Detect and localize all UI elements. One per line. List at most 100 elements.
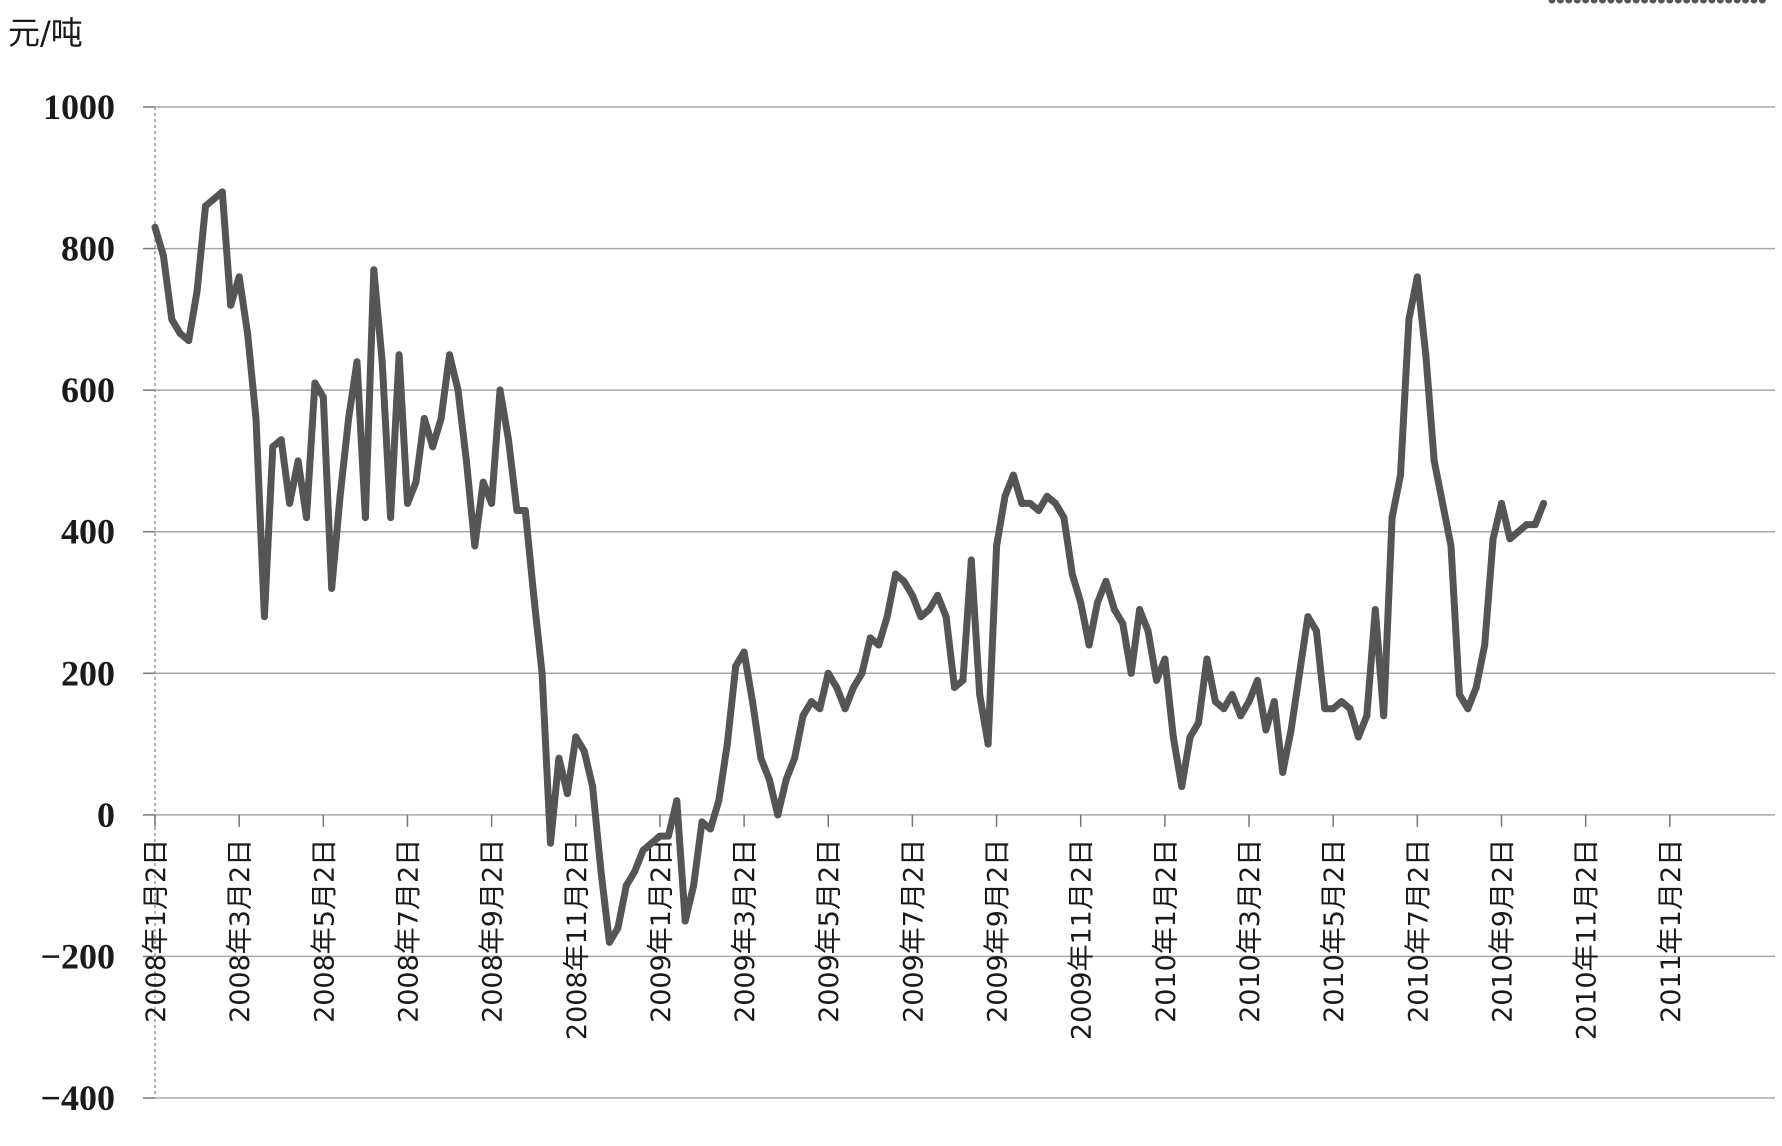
data-point — [159, 252, 167, 260]
data-point — [227, 301, 235, 309]
data-point — [1422, 351, 1430, 359]
data-point — [277, 436, 285, 444]
data-point — [841, 705, 849, 713]
data-point — [749, 698, 757, 706]
data-point — [235, 273, 243, 281]
data-point — [1447, 542, 1455, 550]
data-point — [799, 712, 807, 720]
data-point — [866, 634, 874, 642]
data-point — [1321, 705, 1329, 713]
data-point — [193, 287, 201, 295]
data-point — [1691, 0, 1699, 4]
data-point — [648, 839, 656, 847]
data-point — [260, 613, 268, 621]
data-point — [1657, 0, 1665, 4]
data-point — [1009, 471, 1017, 479]
data-point — [1506, 535, 1514, 543]
data-point — [1397, 471, 1405, 479]
y-tick-label-0: 1000 — [43, 87, 115, 127]
data-point — [942, 613, 950, 621]
data-point — [1245, 698, 1253, 706]
data-point — [513, 506, 521, 514]
data-point — [580, 747, 588, 755]
data-point — [176, 330, 184, 338]
data-point — [168, 315, 176, 323]
data-point — [605, 938, 613, 946]
data-point — [1262, 726, 1270, 734]
x-tick-label-0: 2008年1月2日 — [141, 839, 172, 1023]
data-point — [1439, 499, 1447, 507]
data-point — [715, 797, 723, 805]
y-tick-label-6: −200 — [40, 936, 115, 976]
data-point — [967, 556, 975, 564]
data-point — [698, 818, 706, 826]
data-point — [1683, 0, 1691, 4]
data-point — [504, 436, 512, 444]
data-point — [673, 797, 681, 805]
data-point — [521, 506, 529, 514]
data-point — [1750, 0, 1758, 4]
data-point — [1674, 0, 1682, 4]
data-point — [1582, 0, 1590, 4]
data-point — [614, 924, 622, 932]
data-point — [1632, 0, 1640, 4]
data-point — [589, 783, 597, 791]
data-point — [446, 351, 454, 359]
data-point — [345, 414, 353, 422]
x-tick-label-4: 2008年9月2日 — [478, 839, 509, 1023]
data-point — [1598, 0, 1606, 4]
data-point — [1708, 0, 1716, 4]
data-point — [1540, 499, 1548, 507]
data-point — [1220, 705, 1228, 713]
x-tick-label-15: 2010年7月2日 — [1403, 839, 1434, 1023]
x-tick-label-17: 2010年11月2日 — [1572, 839, 1603, 1040]
data-point — [959, 676, 967, 684]
data-point — [1380, 712, 1388, 720]
data-point — [1531, 521, 1539, 529]
data-point — [1565, 0, 1573, 4]
data-point — [1085, 641, 1093, 649]
data-point — [1296, 669, 1304, 677]
x-tick-label-12: 2010年1月2日 — [1151, 839, 1182, 1023]
data-point — [1371, 606, 1379, 614]
data-point — [1388, 514, 1396, 522]
data-point — [311, 379, 319, 387]
data-point — [244, 330, 252, 338]
data-point — [892, 570, 900, 578]
data-point — [824, 669, 832, 677]
x-tick-label-3: 2008年7月2日 — [393, 839, 424, 1023]
data-point — [454, 386, 462, 394]
data-point — [1472, 683, 1480, 691]
data-point — [387, 514, 395, 522]
data-point — [1228, 691, 1236, 699]
data-point — [1068, 570, 1076, 578]
data-point — [319, 393, 327, 401]
data-point — [269, 443, 277, 451]
data-point — [1758, 0, 1766, 4]
series-line-0 — [151, 188, 1548, 946]
data-point — [1152, 676, 1160, 684]
data-point — [732, 662, 740, 670]
data-point — [934, 591, 942, 599]
data-point — [1237, 712, 1245, 720]
x-tick-label-5: 2008年11月2日 — [562, 839, 593, 1040]
data-point — [1035, 506, 1043, 514]
x-tick-label-18: 2011年1月2日 — [1656, 839, 1687, 1023]
data-point — [286, 499, 294, 507]
data-point — [993, 542, 1001, 550]
data-point — [765, 775, 773, 783]
data-point — [1094, 599, 1102, 606]
data-point — [816, 705, 824, 713]
data-point — [1514, 528, 1522, 536]
data-point — [917, 613, 925, 621]
data-point — [908, 591, 916, 599]
data-point — [690, 882, 698, 890]
data-point — [1489, 535, 1497, 543]
data-point — [555, 754, 563, 762]
y-tick-label-4: 200 — [61, 653, 115, 693]
data-point — [370, 266, 378, 274]
data-point — [706, 825, 714, 833]
data-point — [479, 478, 487, 486]
data-point — [1043, 492, 1051, 500]
data-point — [1354, 733, 1362, 741]
